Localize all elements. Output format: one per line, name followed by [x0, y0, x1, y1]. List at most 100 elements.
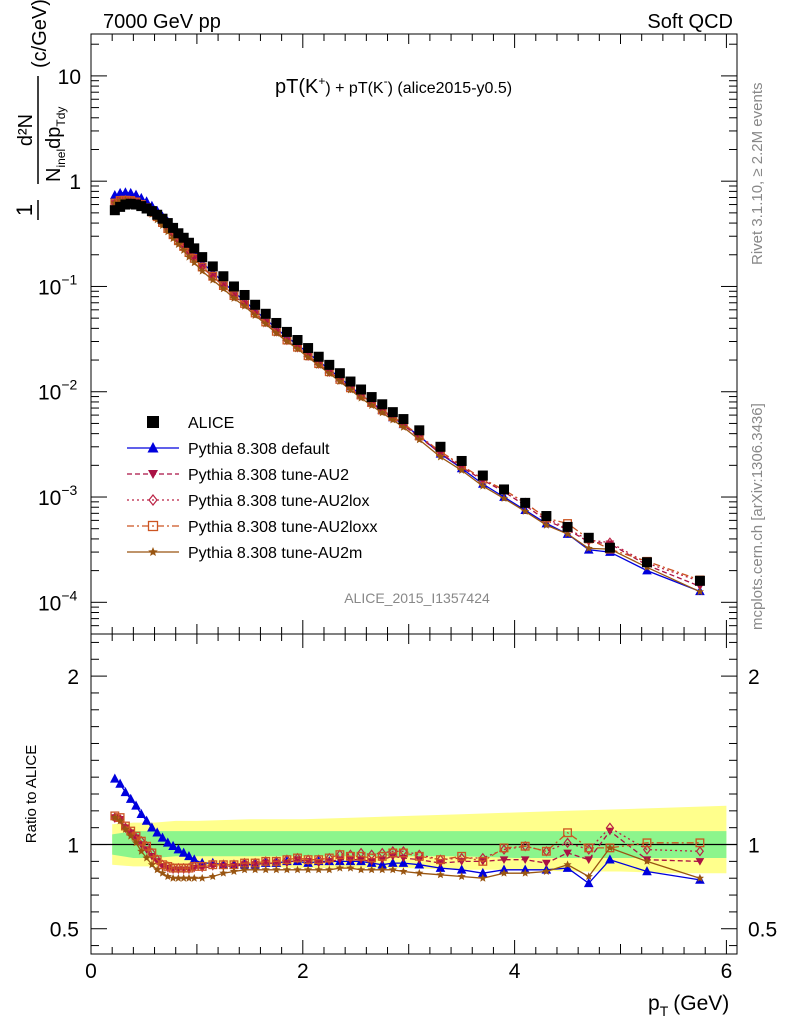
legend-label: Pythia 8.308 tune-AU2m — [188, 545, 362, 562]
xlabel-unit: (GeV) — [673, 992, 729, 1015]
ytick-exponent: −4 — [61, 587, 77, 603]
main-frame — [90, 33, 738, 635]
main-point — [357, 393, 366, 402]
ratio-point — [642, 866, 652, 876]
main-point — [152, 209, 163, 220]
main-point — [324, 359, 335, 370]
main-point — [146, 206, 157, 217]
main-point — [415, 435, 424, 444]
main-ytick-label: 10−1 — [38, 271, 78, 299]
ratio-point — [179, 863, 189, 873]
ratio-point — [110, 773, 120, 783]
main-series-0 — [109, 198, 705, 586]
plot-title-main: pT(K — [275, 76, 319, 98]
ratio-point — [335, 850, 345, 860]
ratio-point — [520, 841, 530, 851]
xtick-label: 4 — [509, 960, 521, 983]
ratio-point — [356, 847, 366, 859]
main-point — [477, 470, 488, 481]
ratio-point — [293, 865, 302, 874]
legend-label: Pythia 8.308 tune-AU2lox — [188, 493, 369, 510]
ratio-point — [142, 841, 152, 851]
main-point — [109, 205, 120, 216]
legend-item-0: ALICE — [147, 415, 234, 432]
main-point — [499, 484, 510, 495]
xlabel-p: p — [648, 992, 660, 1015]
ratio-point — [158, 860, 167, 870]
main-point — [207, 261, 218, 272]
ytick-base: 10 — [38, 592, 61, 615]
ratio-point — [184, 851, 194, 861]
xtick-label: 0 — [85, 960, 97, 983]
xlabel-sub: T — [660, 1003, 669, 1019]
ratio-point — [563, 849, 572, 858]
ratio-series-line-2 — [114, 816, 700, 869]
legend-marker — [148, 494, 158, 506]
main-point — [583, 532, 594, 543]
ratio-point — [190, 873, 199, 882]
legend-item-2: Pythia 8.308 tune-AU2 — [127, 467, 349, 484]
ratio-point — [695, 838, 705, 848]
ratio-point — [456, 864, 467, 874]
legend-item-5: Pythia 8.308 tune-AU2m — [127, 545, 362, 562]
ratio-ytick-label-left: 2 — [67, 666, 79, 689]
ratio-point — [178, 847, 189, 857]
ratio-point — [136, 836, 146, 846]
main-point — [208, 275, 217, 284]
ratio-point — [251, 865, 260, 874]
main-point — [356, 384, 367, 395]
ratio-point — [116, 813, 125, 825]
ratio-point — [197, 861, 207, 871]
main-point — [125, 198, 136, 209]
ylabel-den-a: N — [43, 168, 65, 182]
main-point — [377, 399, 388, 410]
main-ytick-label: 10 — [58, 66, 81, 89]
main-point — [388, 415, 397, 424]
ratio-point — [219, 863, 228, 871]
ratio-point — [158, 868, 167, 877]
main-point — [198, 266, 207, 275]
ratio-point — [314, 865, 323, 874]
ratio-point — [584, 872, 593, 880]
main-point — [542, 520, 551, 529]
ratio-point — [377, 859, 388, 869]
ratio-point — [218, 860, 228, 870]
ratio-point — [357, 865, 366, 874]
ratio-point — [584, 856, 594, 864]
main-point — [520, 497, 531, 508]
main-point — [197, 252, 208, 263]
plot-title-sup1: + — [318, 74, 325, 88]
x-axis-label: pT (GeV) — [648, 992, 729, 1019]
ratio-point — [169, 873, 178, 882]
ratio-point — [415, 849, 424, 860]
ratio-point — [141, 815, 152, 825]
ratio-point — [388, 848, 398, 858]
legend-marker — [148, 470, 158, 479]
ratio-point — [304, 865, 313, 874]
xtick-label: 6 — [721, 960, 733, 983]
analysis-watermark: ALICE_2015_I1357424 — [344, 590, 490, 606]
main-point — [366, 392, 377, 403]
main-point — [398, 414, 409, 425]
ytick-exponent: −2 — [61, 377, 77, 393]
ratio-point — [120, 787, 131, 797]
ratio-point — [189, 864, 199, 873]
main-point — [228, 281, 239, 292]
legend-label: Pythia 8.308 default — [188, 441, 330, 458]
main-point — [115, 201, 126, 212]
ylabel-den-b: dp — [43, 127, 65, 149]
ratio-ytick-label-right: 2 — [748, 666, 760, 689]
ratio-point — [388, 865, 397, 874]
main-point — [335, 377, 344, 385]
ratio-ytick-labels: 0.5 0.5 1 1 2 2 — [50, 666, 777, 942]
ytick-base: 10 — [38, 487, 61, 510]
main-ytick-label: 10−4 — [38, 587, 78, 615]
ratio-point — [642, 838, 652, 848]
ratio-point — [163, 872, 172, 880]
ratio-point — [478, 856, 488, 866]
ratio-point — [356, 851, 366, 861]
ratio-point — [314, 855, 324, 865]
ytick-base: 10 — [38, 382, 61, 405]
main-point — [141, 203, 152, 214]
